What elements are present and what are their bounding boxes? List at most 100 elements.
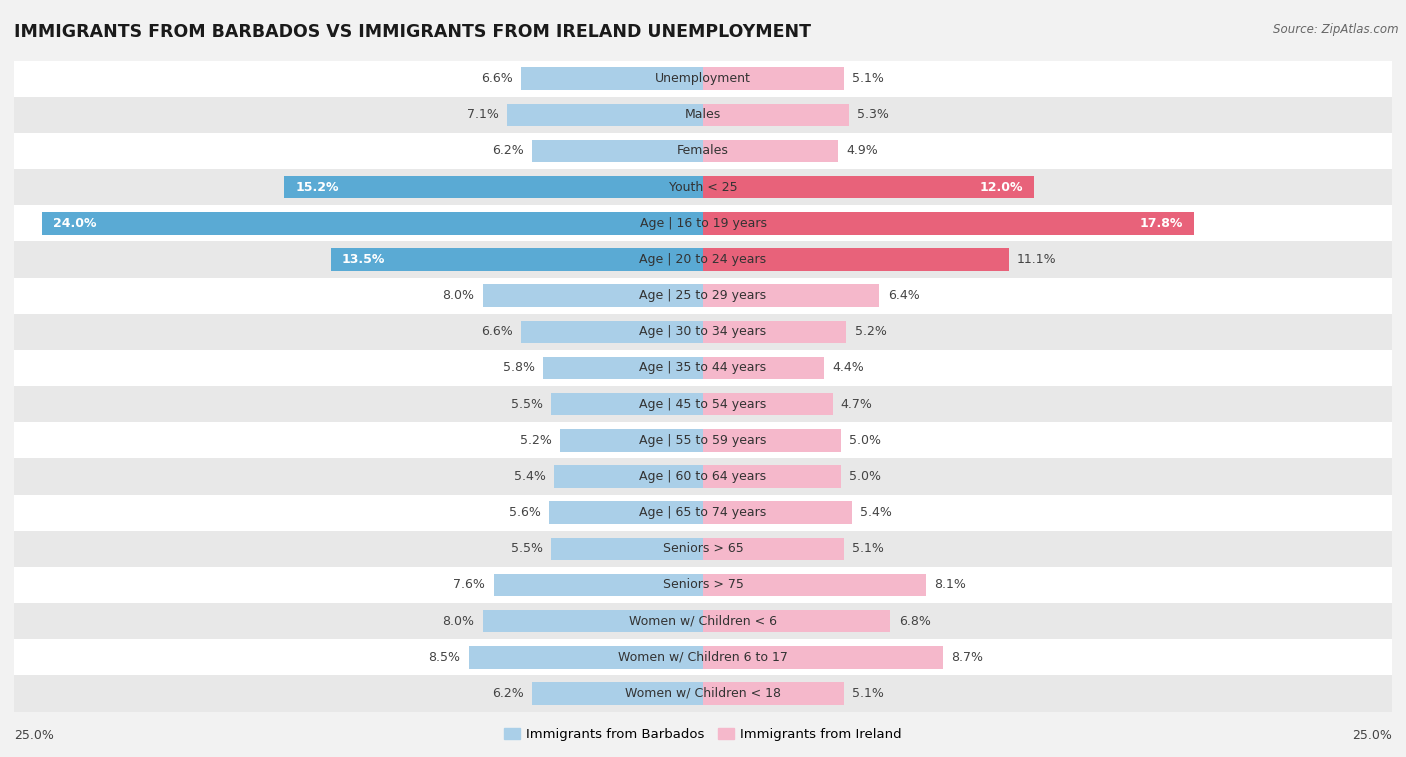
Bar: [330, 248, 703, 271]
Text: 4.7%: 4.7%: [841, 397, 873, 410]
Bar: [703, 466, 841, 488]
Legend: Immigrants from Barbados, Immigrants from Ireland: Immigrants from Barbados, Immigrants fro…: [499, 723, 907, 746]
Bar: [703, 501, 852, 524]
Bar: [468, 646, 703, 668]
Text: 5.0%: 5.0%: [849, 434, 882, 447]
Bar: [703, 646, 943, 668]
Bar: [14, 459, 1392, 494]
Bar: [703, 574, 927, 597]
Bar: [548, 501, 703, 524]
Text: 8.0%: 8.0%: [443, 615, 474, 628]
Text: Women w/ Children < 6: Women w/ Children < 6: [628, 615, 778, 628]
Text: 5.6%: 5.6%: [509, 506, 540, 519]
Bar: [42, 212, 703, 235]
Text: Seniors > 65: Seniors > 65: [662, 542, 744, 556]
Text: 5.2%: 5.2%: [520, 434, 551, 447]
Text: Age | 16 to 19 years: Age | 16 to 19 years: [640, 217, 766, 230]
Text: 7.1%: 7.1%: [467, 108, 499, 121]
Text: 6.6%: 6.6%: [481, 72, 513, 85]
Text: 7.6%: 7.6%: [453, 578, 485, 591]
Bar: [703, 537, 844, 560]
Bar: [531, 140, 703, 162]
Bar: [14, 675, 1392, 712]
Bar: [284, 176, 703, 198]
Text: Seniors > 75: Seniors > 75: [662, 578, 744, 591]
Text: Age | 45 to 54 years: Age | 45 to 54 years: [640, 397, 766, 410]
Bar: [14, 603, 1392, 639]
Text: 5.2%: 5.2%: [855, 326, 886, 338]
Text: 5.1%: 5.1%: [852, 72, 884, 85]
Bar: [703, 429, 841, 451]
Bar: [703, 176, 1033, 198]
Bar: [14, 567, 1392, 603]
Text: 25.0%: 25.0%: [14, 729, 53, 742]
Bar: [703, 357, 824, 379]
Bar: [703, 682, 844, 705]
Text: Age | 30 to 34 years: Age | 30 to 34 years: [640, 326, 766, 338]
Bar: [14, 422, 1392, 459]
Bar: [508, 104, 703, 126]
Bar: [522, 67, 703, 90]
Text: Women w/ Children 6 to 17: Women w/ Children 6 to 17: [619, 651, 787, 664]
Bar: [14, 639, 1392, 675]
Bar: [703, 140, 838, 162]
Bar: [543, 357, 703, 379]
Bar: [703, 393, 832, 416]
Bar: [554, 466, 703, 488]
Bar: [14, 133, 1392, 169]
Bar: [703, 104, 849, 126]
Text: Youth < 25: Youth < 25: [669, 181, 737, 194]
Bar: [14, 241, 1392, 278]
Bar: [14, 494, 1392, 531]
Text: Males: Males: [685, 108, 721, 121]
Bar: [551, 393, 703, 416]
Text: 24.0%: 24.0%: [52, 217, 96, 230]
Bar: [703, 67, 844, 90]
Bar: [703, 212, 1194, 235]
Text: 5.0%: 5.0%: [849, 470, 882, 483]
Text: Age | 20 to 24 years: Age | 20 to 24 years: [640, 253, 766, 266]
Text: 6.4%: 6.4%: [887, 289, 920, 302]
Text: 6.6%: 6.6%: [481, 326, 513, 338]
Bar: [703, 610, 890, 632]
Bar: [703, 285, 879, 307]
Text: 5.8%: 5.8%: [503, 362, 534, 375]
Text: IMMIGRANTS FROM BARBADOS VS IMMIGRANTS FROM IRELAND UNEMPLOYMENT: IMMIGRANTS FROM BARBADOS VS IMMIGRANTS F…: [14, 23, 811, 41]
Text: 8.0%: 8.0%: [443, 289, 474, 302]
Text: 15.2%: 15.2%: [295, 181, 339, 194]
Text: 5.5%: 5.5%: [512, 542, 543, 556]
Bar: [14, 97, 1392, 133]
Text: 8.1%: 8.1%: [935, 578, 966, 591]
Text: Age | 65 to 74 years: Age | 65 to 74 years: [640, 506, 766, 519]
Bar: [14, 61, 1392, 97]
Bar: [703, 321, 846, 343]
Text: 13.5%: 13.5%: [342, 253, 385, 266]
Bar: [560, 429, 703, 451]
Bar: [14, 169, 1392, 205]
Text: 4.4%: 4.4%: [832, 362, 865, 375]
Bar: [482, 285, 703, 307]
Bar: [14, 278, 1392, 313]
Text: 6.8%: 6.8%: [898, 615, 931, 628]
Text: 5.5%: 5.5%: [512, 397, 543, 410]
Text: Source: ZipAtlas.com: Source: ZipAtlas.com: [1274, 23, 1399, 36]
Text: 5.1%: 5.1%: [852, 542, 884, 556]
Bar: [494, 574, 703, 597]
Text: 5.4%: 5.4%: [860, 506, 891, 519]
Text: Age | 55 to 59 years: Age | 55 to 59 years: [640, 434, 766, 447]
Bar: [14, 531, 1392, 567]
Text: 6.2%: 6.2%: [492, 145, 524, 157]
Bar: [522, 321, 703, 343]
Text: 11.1%: 11.1%: [1017, 253, 1057, 266]
Text: 12.0%: 12.0%: [979, 181, 1022, 194]
Text: Unemployment: Unemployment: [655, 72, 751, 85]
Bar: [14, 313, 1392, 350]
Text: Age | 35 to 44 years: Age | 35 to 44 years: [640, 362, 766, 375]
Text: 8.7%: 8.7%: [950, 651, 983, 664]
Text: 5.1%: 5.1%: [852, 687, 884, 700]
Text: 5.4%: 5.4%: [515, 470, 546, 483]
Text: Females: Females: [678, 145, 728, 157]
Bar: [703, 248, 1010, 271]
Text: 25.0%: 25.0%: [1353, 729, 1392, 742]
Bar: [14, 205, 1392, 241]
